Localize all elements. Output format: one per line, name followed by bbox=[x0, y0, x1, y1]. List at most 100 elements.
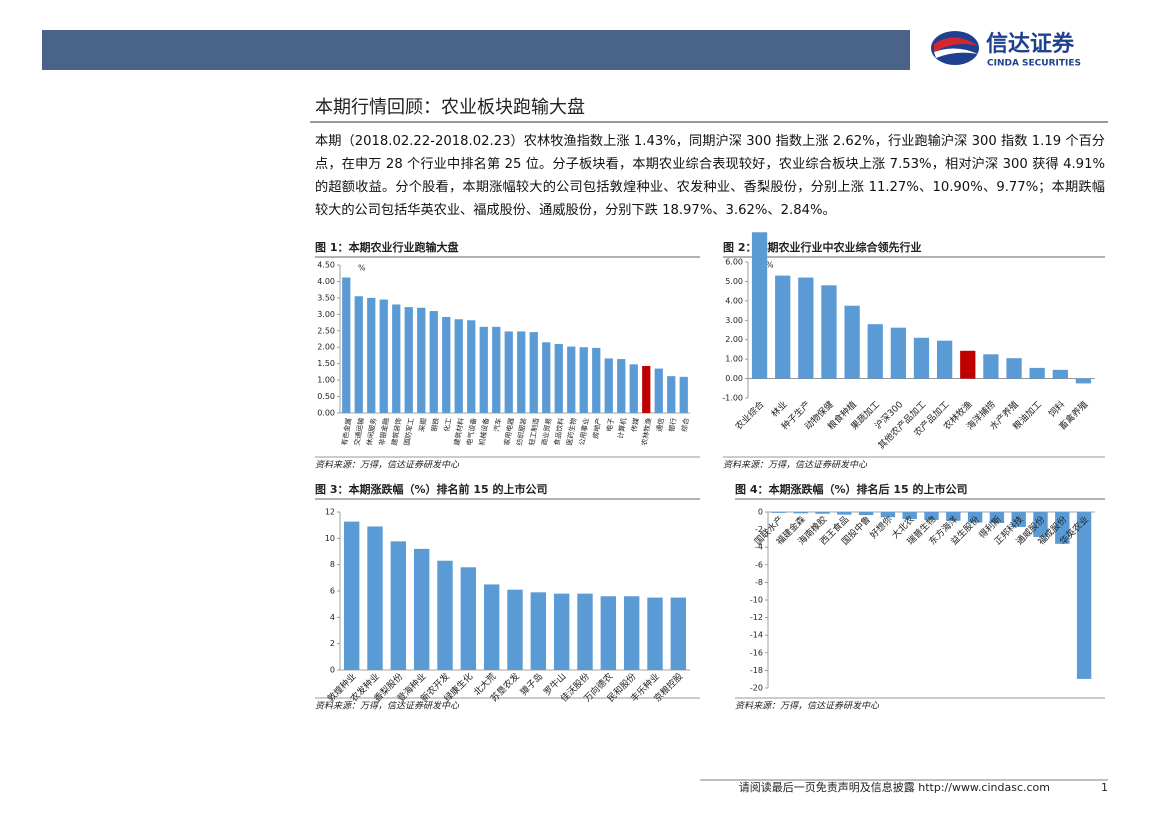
bar bbox=[577, 593, 593, 670]
bar bbox=[342, 277, 351, 413]
x-tick-label: 好想你 bbox=[867, 513, 895, 541]
y-tick-label: 3.00 bbox=[725, 316, 743, 325]
bar bbox=[529, 332, 538, 413]
x-tick-label: 通信 bbox=[654, 417, 665, 432]
x-tick-label: 医药生物 bbox=[564, 417, 578, 446]
x-tick-label: 农林牧渔 bbox=[639, 417, 653, 446]
x-tick-label: 银行 bbox=[667, 417, 678, 432]
x-tick-label: 獐子岛 bbox=[518, 670, 546, 698]
y-tick-label: 0 bbox=[758, 508, 763, 517]
chart-source: 资料来源：万得，信达证券研发中心 bbox=[723, 460, 868, 471]
y-tick-label: 4.00 bbox=[317, 277, 335, 286]
y-tick-label: -18 bbox=[750, 666, 763, 675]
x-tick-label: 钢铁 bbox=[429, 417, 440, 432]
y-tick-label: -6 bbox=[755, 560, 763, 569]
y-tick-label: -1.00 bbox=[722, 394, 743, 403]
bar bbox=[592, 347, 601, 413]
bar bbox=[654, 368, 663, 413]
chart-title: 图 4：本期涨跌幅（%）排名后 15 的上市公司 bbox=[735, 482, 967, 496]
bar bbox=[379, 299, 388, 413]
bar bbox=[1033, 512, 1048, 537]
footer-text: 请阅读最后一页免责声明及信息披露 http://www.cindasc.com bbox=[739, 780, 1050, 794]
bar bbox=[617, 359, 626, 413]
page-number: 1 bbox=[1101, 781, 1108, 794]
bar bbox=[1076, 512, 1092, 679]
x-tick-label: 采掘 bbox=[417, 417, 428, 432]
x-tick-label: 机械设备 bbox=[477, 417, 491, 446]
bar bbox=[442, 316, 451, 413]
logo bbox=[931, 31, 979, 65]
bar bbox=[492, 326, 501, 413]
bar bbox=[1052, 369, 1068, 379]
y-tick-label: 0 bbox=[330, 666, 335, 675]
bar bbox=[775, 275, 791, 379]
chart-source: 资料来源：万得，信达证券研发中心 bbox=[735, 701, 880, 712]
bar bbox=[1029, 367, 1045, 379]
bar bbox=[647, 597, 663, 670]
chart-source: 资料来源：万得，信达证券研发中心 bbox=[315, 701, 460, 712]
bar bbox=[429, 311, 438, 413]
y-tick-label: 0.50 bbox=[317, 392, 335, 401]
bar bbox=[483, 584, 500, 670]
bar bbox=[890, 327, 907, 379]
chart-title: 图 2：本期农业行业中农业综合领先行业 bbox=[723, 240, 921, 254]
bar bbox=[924, 512, 939, 520]
bar bbox=[858, 512, 874, 516]
bar bbox=[507, 589, 523, 670]
x-tick-label: 纺织服装 bbox=[514, 417, 528, 446]
section-title: 本期行情回顾：农业板块跑输大盘 bbox=[315, 97, 585, 118]
bar bbox=[542, 342, 551, 413]
bar bbox=[367, 297, 376, 413]
bar bbox=[579, 347, 588, 413]
bar bbox=[902, 512, 917, 520]
bar bbox=[867, 324, 883, 379]
y-tick-label: 2 bbox=[330, 639, 335, 648]
bar bbox=[880, 512, 896, 518]
x-tick-label: 农业综合 bbox=[733, 398, 767, 432]
bar bbox=[623, 596, 640, 670]
bar bbox=[679, 376, 688, 413]
y-tick-label: 0.00 bbox=[725, 374, 743, 383]
bar bbox=[936, 340, 953, 379]
x-tick-label: 房地产 bbox=[591, 417, 604, 439]
x-tick-label: 传媒 bbox=[629, 417, 640, 432]
x-tick-label: 非银金融 bbox=[377, 417, 391, 446]
bar bbox=[467, 320, 476, 413]
y-tick-label: 10 bbox=[325, 534, 335, 543]
y-tick-label: 1.00 bbox=[317, 376, 335, 385]
chart-source: 资料来源：万得，信达证券研发中心 bbox=[315, 460, 460, 471]
x-tick-label: 电子 bbox=[604, 417, 615, 432]
y-tick-label: -16 bbox=[750, 648, 763, 657]
y-tick-label: 4 bbox=[330, 613, 335, 622]
bar bbox=[413, 548, 430, 670]
bar bbox=[479, 326, 488, 413]
bar bbox=[1011, 512, 1026, 527]
x-tick-label: 家用电器 bbox=[502, 417, 516, 446]
x-tick-label: 有色金属 bbox=[339, 417, 353, 446]
bar bbox=[343, 521, 360, 670]
bar bbox=[417, 307, 426, 413]
x-tick-label: 食品饮料 bbox=[552, 417, 566, 446]
y-tick-label: 3.50 bbox=[317, 293, 335, 302]
x-tick-label: 公用事业 bbox=[577, 417, 591, 446]
y-tick-label: 2.50 bbox=[317, 326, 335, 335]
bar bbox=[837, 512, 852, 515]
y-tick-label: -12 bbox=[750, 613, 763, 622]
bar bbox=[960, 350, 976, 379]
bar bbox=[460, 567, 477, 670]
bar bbox=[390, 541, 407, 670]
bar bbox=[437, 560, 453, 670]
y-tick-label: 2.00 bbox=[725, 335, 743, 344]
bar bbox=[983, 354, 999, 379]
x-tick-label: 国防军工 bbox=[402, 417, 416, 446]
bar bbox=[530, 592, 547, 670]
bar bbox=[504, 331, 513, 413]
x-tick-label: 林业 bbox=[768, 398, 789, 419]
x-tick-label: 轻工制造 bbox=[527, 417, 541, 446]
bar bbox=[667, 376, 676, 413]
bar bbox=[798, 277, 814, 379]
x-tick-label: 商业贸易 bbox=[539, 417, 553, 446]
x-tick-label: 建筑装饰 bbox=[389, 417, 403, 446]
bar bbox=[815, 512, 830, 514]
